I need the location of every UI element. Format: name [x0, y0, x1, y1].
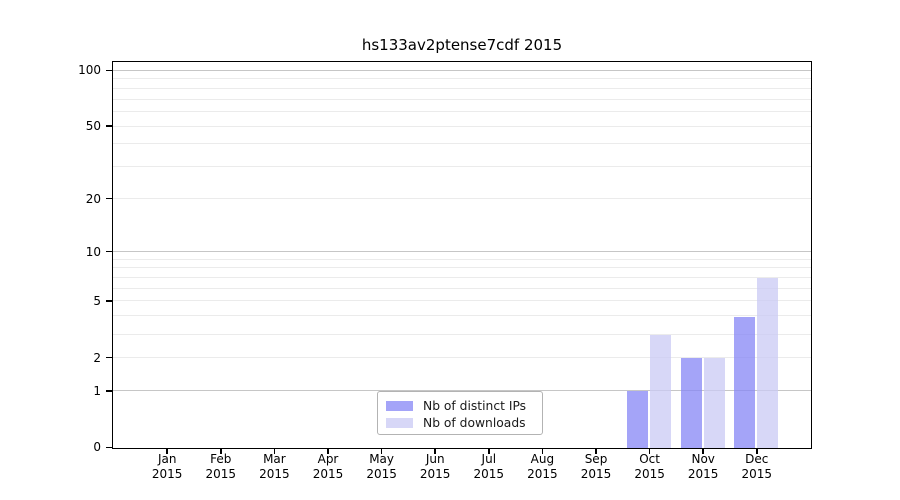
y-tick-label-0: 0 [93, 440, 101, 455]
x-tick-mark-feb [220, 449, 222, 454]
gridline-7 [113, 276, 811, 278]
legend-label-distinct-ips: Nb of distinct IPs [423, 398, 527, 413]
x-tick-mark-jul [488, 449, 490, 454]
y-tick-mark-0 [106, 446, 112, 449]
bar-nb-of-downloads-oct [650, 334, 671, 448]
x-tick-label-jan: Jan 2015 [151, 452, 183, 481]
y-tick-mark-5 [106, 300, 112, 302]
gridline-80 [113, 87, 811, 89]
x-tick-label-dec: Dec 2015 [741, 452, 773, 481]
legend-row-downloads: Nb of downloads [386, 414, 534, 431]
x-tick-label-jun: Jun 2015 [419, 452, 451, 481]
legend-row-distinct-ips: Nb of distinct IPs [386, 397, 534, 414]
legend: Nb of distinct IPs Nb of downloads [377, 391, 543, 435]
x-tick-label-nov: Nov 2015 [687, 452, 719, 481]
y-tick-mark-20 [106, 197, 112, 200]
y-tick-mark-2 [106, 356, 112, 359]
y-tick-mark-10 [106, 250, 112, 253]
gridline-6 [113, 287, 811, 289]
gridline-8 [113, 267, 811, 269]
gridline-2 [113, 357, 811, 358]
y-tick-label-5: 5 [93, 294, 101, 308]
x-tick-mark-jun [434, 449, 436, 454]
x-tick-label-apr: Apr 2015 [312, 452, 344, 481]
gridline-60 [113, 110, 811, 112]
bar-nb-of-downloads-nov [703, 358, 725, 448]
x-tick-mark-dec [756, 449, 758, 454]
y-tick-label-100: 100 [78, 63, 101, 78]
gridline-9 [113, 258, 811, 260]
gridline-20 [113, 198, 811, 199]
gridline-40 [113, 143, 811, 145]
x-tick-mark-jan [166, 449, 168, 454]
legend-swatch-downloads [386, 417, 413, 428]
x-tick-mark-mar [273, 449, 276, 454]
x-tick-mark-may [380, 449, 383, 454]
bar-nb-of-distinct-ips-oct [627, 391, 648, 448]
x-tick-label-mar: Mar 2015 [259, 452, 290, 481]
gridline-1 [113, 390, 811, 392]
x-tick-label-aug: Aug 2015 [527, 452, 558, 481]
bar-nb-of-downloads-dec [757, 278, 779, 448]
gridline-100 [113, 69, 811, 71]
plot-area: Nb of distinct IPs Nb of downloads [112, 61, 812, 449]
x-tick-mark-oct [648, 449, 651, 454]
x-tick-mark-sep [595, 449, 597, 454]
legend-label-downloads: Nb of downloads [423, 415, 526, 430]
y-tick-label-10: 10 [85, 244, 101, 259]
gridline-10 [113, 250, 811, 252]
y-tick-label-20: 20 [85, 191, 101, 206]
x-tick-label-sep: Sep 2015 [580, 452, 612, 481]
x-tick-label-oct: Oct 2015 [634, 452, 665, 481]
y-tick-label-50: 50 [85, 119, 101, 134]
y-tick-mark-100 [106, 69, 112, 72]
x-tick-mark-aug [541, 449, 544, 454]
y-tick-mark-1 [106, 390, 112, 392]
legend-swatch-distinct-ips [386, 400, 413, 411]
chart-title: hs133av2ptense7cdf 2015 [361, 36, 563, 54]
gridline-5 [113, 300, 811, 302]
gridline-4 [113, 315, 811, 317]
x-tick-label-may: May 2015 [366, 452, 397, 481]
y-tick-label-1: 1 [93, 383, 101, 398]
x-tick-label-jul: Jul 2015 [473, 452, 505, 481]
gridline-50 [113, 125, 811, 127]
gridline-30 [113, 166, 811, 168]
bar-nb-of-distinct-ips-dec [734, 316, 756, 448]
gridline-70 [113, 98, 811, 100]
x-tick-mark-nov [702, 449, 704, 454]
bar-nb-of-distinct-ips-nov [680, 358, 702, 448]
gridline-90 [113, 78, 811, 80]
x-tick-mark-apr [327, 449, 329, 454]
y-tick-label-2: 2 [93, 350, 101, 365]
x-tick-label-feb: Feb 2015 [205, 452, 237, 481]
y-tick-mark-50 [106, 125, 112, 127]
gridline-3 [113, 333, 811, 335]
